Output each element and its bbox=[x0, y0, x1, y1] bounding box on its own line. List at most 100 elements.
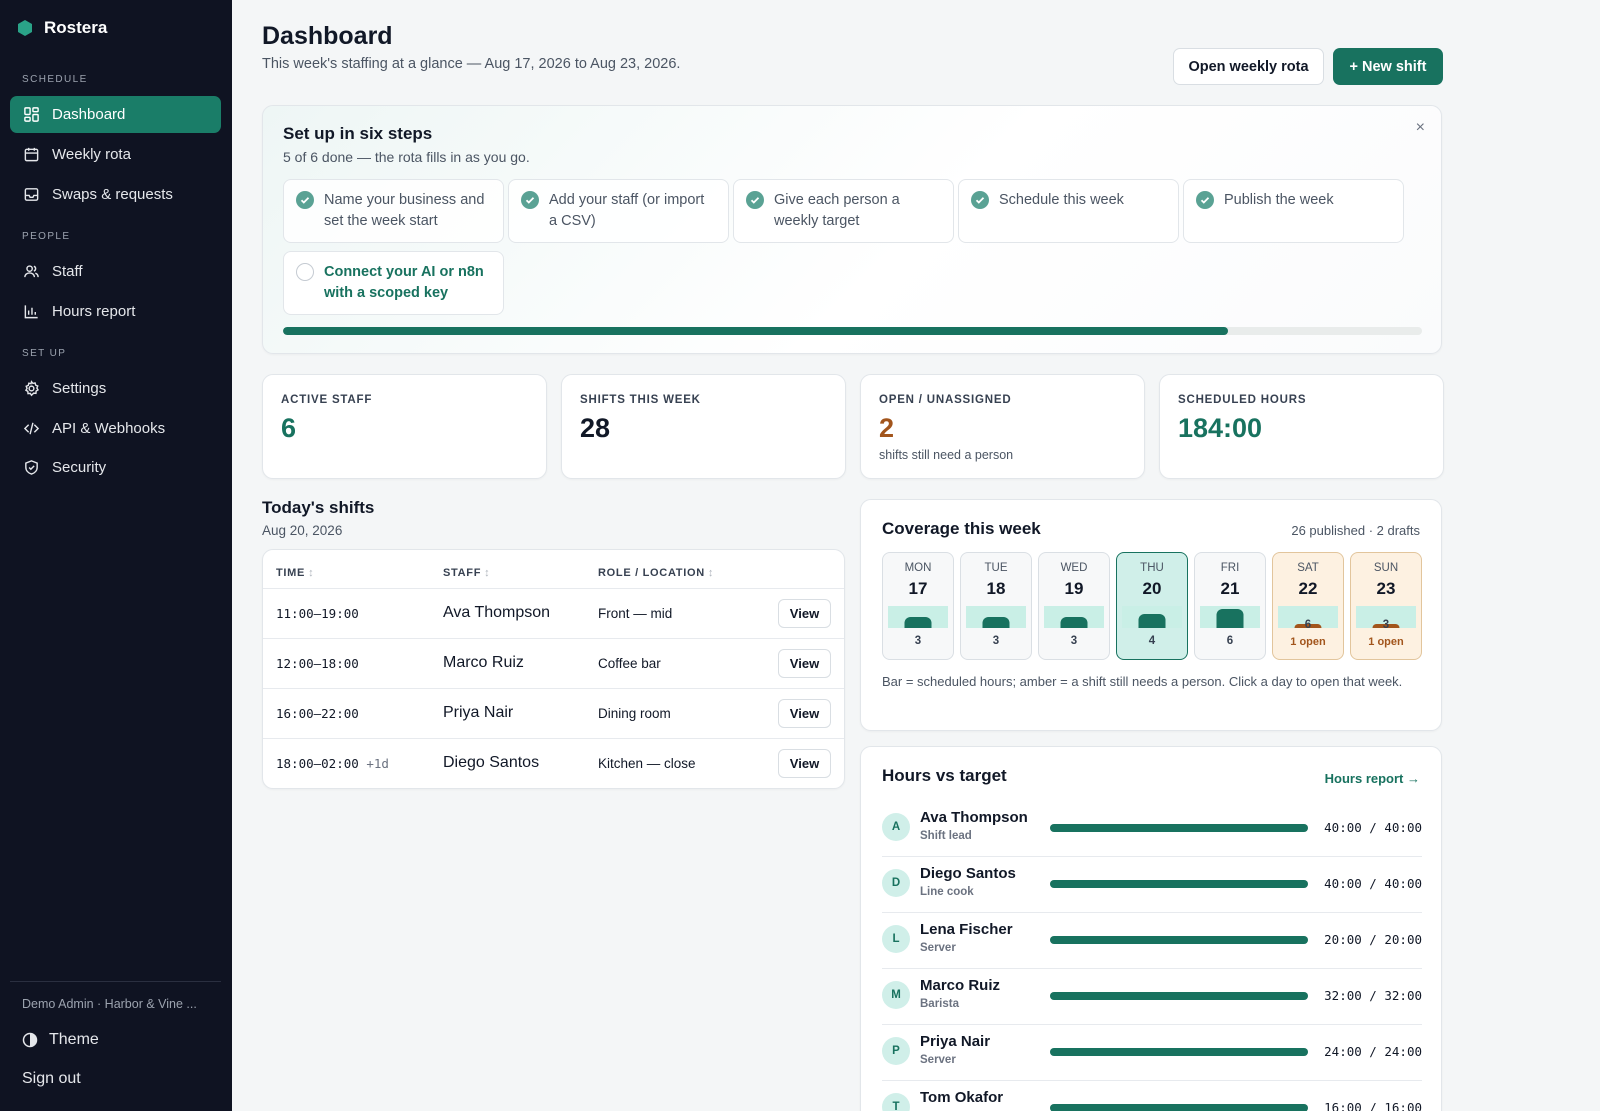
hours-bar-track bbox=[966, 606, 1026, 628]
sidebar-item-swaps[interactable]: Swaps & requests bbox=[10, 176, 221, 213]
stat-card: ACTIVE STAFF 6 bbox=[262, 374, 547, 479]
view-button[interactable]: View bbox=[778, 649, 831, 678]
avatar: T bbox=[882, 1093, 910, 1111]
setup-step[interactable]: Schedule this week bbox=[958, 179, 1179, 243]
column-header-role[interactable]: ROLE / LOCATION ↕ bbox=[598, 567, 714, 579]
shift-staff: Diego Santos bbox=[443, 754, 540, 771]
stat-value: 6 bbox=[281, 413, 297, 443]
coverage-day-tue[interactable]: TUE 18 3 bbox=[960, 552, 1032, 660]
sidebar-item-label: Dashboard bbox=[52, 106, 126, 123]
setup-step[interactable]: Give each person a weekly target bbox=[733, 179, 954, 243]
open-weekly-rota-button[interactable]: Open weekly rota bbox=[1173, 48, 1324, 85]
page-subtitle: This week's staffing at a glance — Aug 1… bbox=[262, 56, 681, 72]
coverage-day-fri[interactable]: FRI 21 6 bbox=[1194, 552, 1266, 660]
staff-name: Marco Ruiz bbox=[920, 977, 1001, 994]
staff-role: Shift lead bbox=[920, 830, 972, 842]
column-header-staff[interactable]: STAFF ↕ bbox=[443, 567, 490, 579]
setup-step-label: Publish the week bbox=[1224, 192, 1334, 208]
sign-out-link[interactable]: Sign out bbox=[22, 1070, 81, 1087]
hours-report-link[interactable]: Hours report → bbox=[1324, 771, 1420, 786]
staff-role: Server bbox=[920, 942, 956, 954]
hours-value: 32:00 / 32:00 bbox=[1324, 988, 1422, 1003]
setup-step[interactable]: Name your business and set the week star… bbox=[283, 179, 504, 243]
hours-progress-bar bbox=[1050, 936, 1308, 944]
shift-role: Coffee bar bbox=[598, 656, 661, 671]
shift-count: 3 bbox=[1070, 635, 1078, 647]
setup-subtitle: 5 of 6 done — the rota fills in as you g… bbox=[283, 149, 530, 165]
stat-label: OPEN / UNASSIGNED bbox=[879, 394, 1012, 406]
nav-section-schedule: SCHEDULE bbox=[22, 74, 88, 85]
sidebar-item-dashboard[interactable]: Dashboard bbox=[10, 96, 221, 133]
users-icon bbox=[24, 265, 39, 278]
day-number: 17 bbox=[908, 579, 928, 598]
hours-bar-track bbox=[1122, 606, 1182, 628]
sort-icon: ↕ bbox=[707, 567, 715, 579]
sidebar-item-api-webhooks[interactable]: API & Webhooks bbox=[10, 410, 221, 447]
avatar: D bbox=[882, 869, 910, 897]
view-button[interactable]: View bbox=[778, 599, 831, 628]
check-circle-icon bbox=[1196, 191, 1214, 209]
coverage-day-sun[interactable]: SUN 23 3 1 open bbox=[1350, 552, 1422, 660]
sidebar-item-security[interactable]: Security bbox=[10, 449, 221, 486]
logo-icon bbox=[18, 20, 32, 36]
hours-bar bbox=[1372, 624, 1400, 628]
table-row: 18:00–02:00 +1d Diego Santos Kitchen — clo… bbox=[263, 738, 844, 788]
sidebar-divider bbox=[10, 981, 221, 982]
new-shift-button[interactable]: + New shift bbox=[1333, 48, 1443, 85]
setup-step[interactable]: Connect your AI or n8n with a scoped key bbox=[283, 251, 504, 315]
sidebar-item-staff[interactable]: Staff bbox=[10, 253, 221, 290]
table-row: 16:00–22:00 Priya Nair Dining room View bbox=[263, 688, 844, 738]
close-icon[interactable]: × bbox=[1415, 119, 1425, 136]
check-circle-icon bbox=[746, 191, 764, 209]
staff-role: Server bbox=[920, 1054, 956, 1066]
hours-bar-track bbox=[1200, 606, 1260, 628]
setup-step-label: Give each person a weekly target bbox=[774, 192, 900, 229]
list-item: D Diego Santos Line cook 40:00 / 40:00 bbox=[882, 857, 1422, 913]
hours-bar bbox=[1216, 609, 1244, 628]
stat-card: SHIFTS THIS WEEK 28 bbox=[561, 374, 846, 479]
hours-bar bbox=[1060, 617, 1088, 628]
coverage-day-sat[interactable]: SAT 22 6 1 open bbox=[1272, 552, 1344, 660]
view-button[interactable]: View bbox=[778, 699, 831, 728]
staff-name: Diego Santos bbox=[920, 865, 1016, 882]
sidebar-item-settings[interactable]: Settings bbox=[10, 370, 221, 407]
hours-bar-track bbox=[888, 606, 948, 628]
staff-name: Tom Okafor bbox=[920, 1089, 1004, 1106]
hours-bar-track bbox=[1278, 606, 1338, 628]
coverage-day-wed[interactable]: WED 19 3 bbox=[1038, 552, 1110, 660]
stat-label: SCHEDULED HOURS bbox=[1178, 394, 1307, 406]
sidebar-item-label: Staff bbox=[52, 263, 83, 280]
hours-progress-fill bbox=[1050, 824, 1308, 832]
shift-count: 3 bbox=[914, 635, 922, 647]
sidebar-item-weekly-rota[interactable]: Weekly rota bbox=[10, 136, 221, 173]
coverage-day-thu[interactable]: THU 20 4 bbox=[1116, 552, 1188, 660]
hours-progress-fill bbox=[1050, 1104, 1308, 1111]
stat-value: 2 bbox=[879, 413, 895, 443]
sidebar-item-hours-report[interactable]: Hours report bbox=[10, 293, 221, 330]
brand[interactable]: Rostera bbox=[18, 18, 107, 38]
staff-role: Line cook bbox=[920, 886, 974, 898]
view-button[interactable]: View bbox=[778, 749, 831, 778]
dashboard-icon bbox=[24, 107, 39, 122]
staff-name: Priya Nair bbox=[920, 1033, 991, 1050]
column-header-time[interactable]: TIME ↕ bbox=[276, 567, 314, 579]
setup-step[interactable]: Add your staff (or import a CSV) bbox=[508, 179, 729, 243]
coverage-day-mon[interactable]: MON 17 3 bbox=[882, 552, 954, 660]
stat-card: SCHEDULED HOURS 184:00 bbox=[1159, 374, 1444, 479]
column-header-label: TIME bbox=[276, 567, 306, 579]
inbox-icon bbox=[24, 188, 39, 201]
stat-value: 184:00 bbox=[1178, 413, 1263, 443]
open-shifts-badge: 1 open bbox=[1290, 636, 1326, 648]
setup-step-label: Name your business and set the week star… bbox=[324, 192, 485, 229]
shift-time: 18:00–02:00 +1d bbox=[276, 756, 389, 771]
setup-step[interactable]: Publish the week bbox=[1183, 179, 1404, 243]
coverage-note: Bar = scheduled hours; amber = a shift s… bbox=[882, 674, 1403, 689]
hours-title: Hours vs target bbox=[882, 766, 1007, 785]
calendar-icon bbox=[24, 147, 39, 162]
shift-time-range: 12:00–18:00 bbox=[276, 656, 359, 671]
bar-chart-icon bbox=[24, 305, 38, 319]
open-shifts-badge: 1 open bbox=[1368, 636, 1404, 648]
theme-toggle[interactable]: Theme bbox=[22, 1031, 99, 1049]
todays-shifts-date: Aug 20, 2026 bbox=[262, 523, 343, 538]
check-circle-icon bbox=[521, 191, 539, 209]
